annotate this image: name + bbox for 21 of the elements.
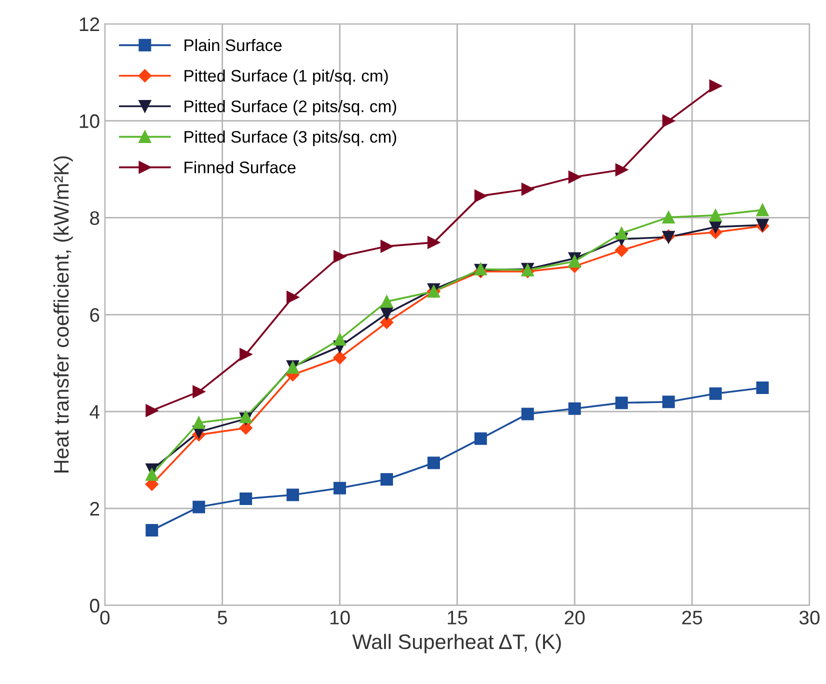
y-tick-label: 10 bbox=[80, 114, 100, 128]
x-tick-label: 5 bbox=[218, 610, 227, 624]
legend-label: Plain Surface bbox=[184, 38, 282, 52]
x-tick-label: 30 bbox=[799, 610, 820, 624]
x-tick-label: 0 bbox=[100, 610, 110, 624]
legend-label: Pitted Surface (1 pit/sq. cm) bbox=[184, 69, 388, 86]
legend-label: Pitted Surface (3 pits/sq. cm) bbox=[184, 130, 396, 146]
legend-label: Pitted Surface (2 pits/sq. cm) bbox=[184, 100, 396, 116]
y-tick-label: 0 bbox=[90, 598, 100, 613]
y-axis-title: Heat transfer coefficient, (kW/m²K) bbox=[53, 156, 73, 472]
y-tick-label: 4 bbox=[90, 405, 100, 419]
x-tick-label: 15 bbox=[448, 610, 468, 624]
x-tick-label: 25 bbox=[682, 610, 702, 624]
legend-label: Finned Surface bbox=[184, 161, 296, 174]
y-tick-label: 2 bbox=[90, 502, 100, 516]
x-tick-label: 10 bbox=[330, 610, 350, 624]
y-tick-label: 6 bbox=[90, 308, 100, 322]
x-axis-title: Wall Superheat ΔT, (K) bbox=[352, 634, 561, 654]
x-tick-label: 20 bbox=[564, 610, 585, 624]
y-tick-label: 8 bbox=[90, 211, 100, 225]
y-tick-label: 12 bbox=[80, 17, 100, 31]
